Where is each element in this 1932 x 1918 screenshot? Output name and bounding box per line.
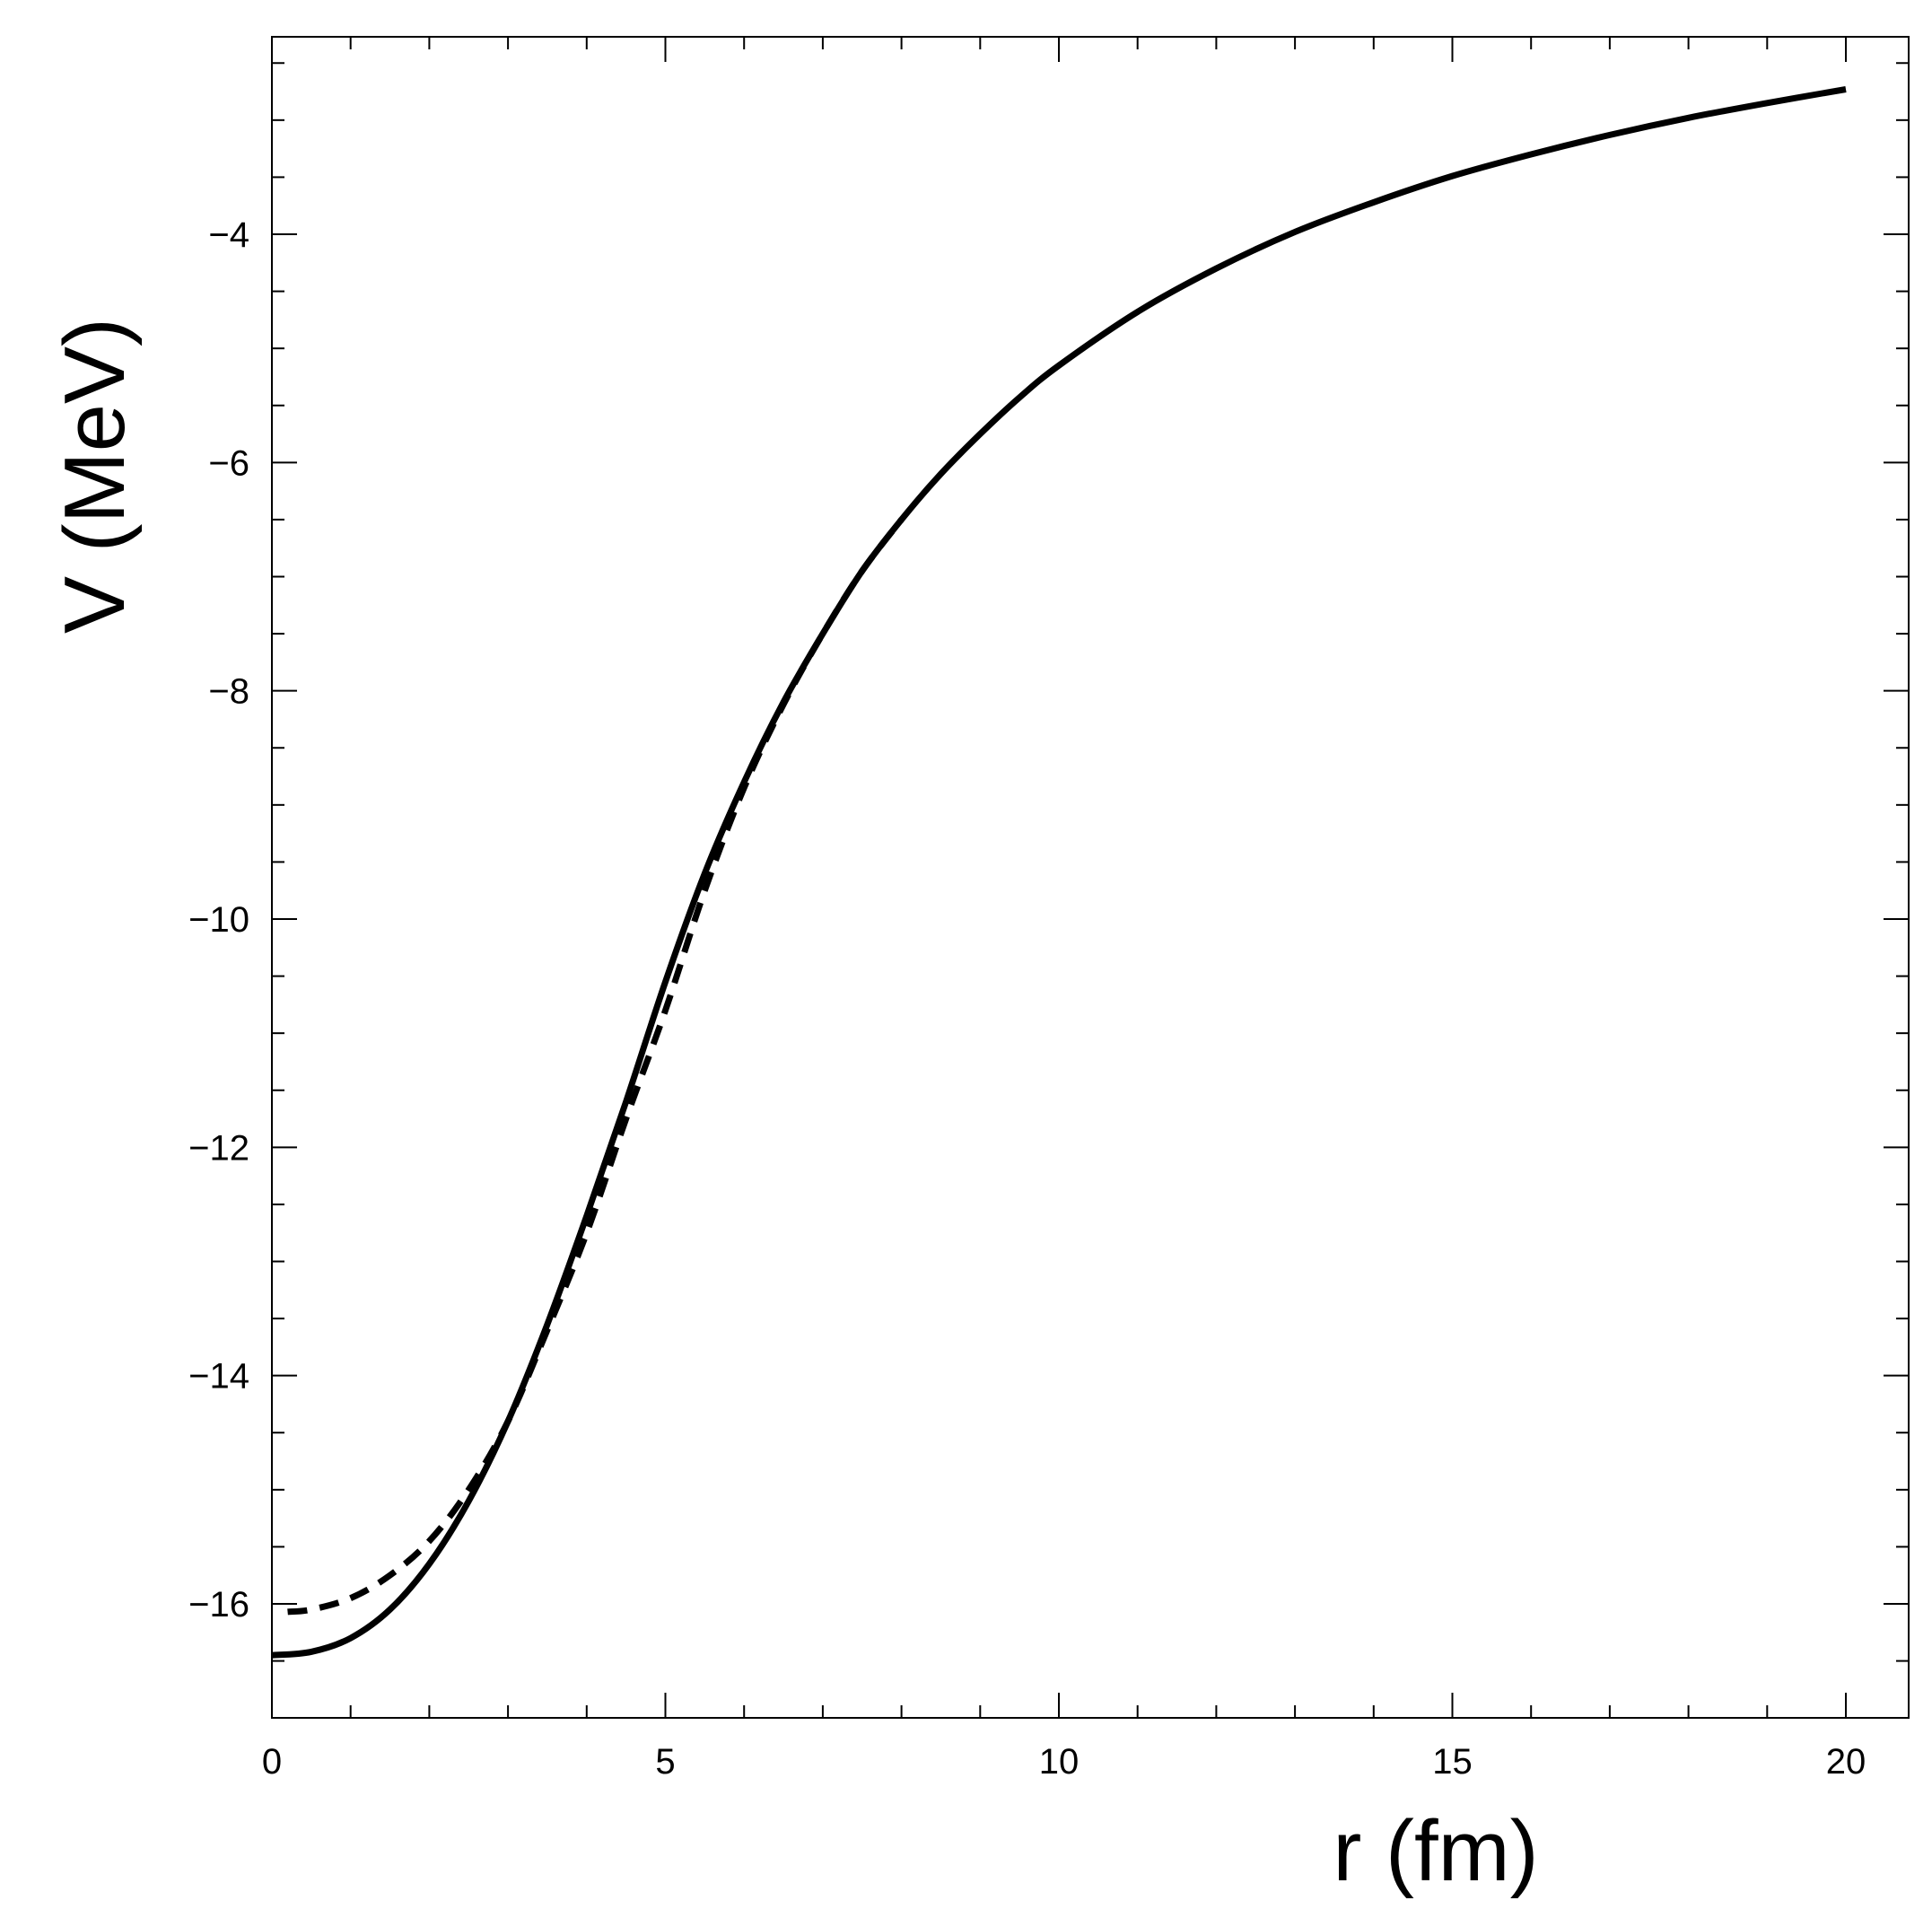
x-tick-label: 15 <box>1432 1742 1473 1782</box>
y-tick-label: −14 <box>188 1357 249 1397</box>
x-tick-label: 20 <box>1826 1742 1866 1782</box>
y-tick-label: −16 <box>188 1585 249 1625</box>
x-axis-title: r (fm) <box>1333 1803 1538 1899</box>
series-layer <box>271 86 1847 1659</box>
y-axis: −16 −14 −12 −10 −8 −6 −4 <box>188 62 1909 1662</box>
y-tick-label: −8 <box>208 672 249 712</box>
x-tick-label: 5 <box>655 1742 675 1782</box>
y-tick-label: −6 <box>208 443 249 483</box>
y-tick-label: −10 <box>188 900 249 940</box>
y-tick-label: −4 <box>208 215 249 255</box>
series-dashed-line <box>287 517 905 1616</box>
y-axis-title: V (MeV) <box>47 318 143 634</box>
x-tick-label: 10 <box>1039 1742 1080 1782</box>
x-tick-label: 0 <box>262 1742 282 1782</box>
y-tick-label: −12 <box>188 1128 249 1168</box>
plot-frame <box>271 36 1910 1719</box>
x-axis: 0 5 10 15 20 <box>262 37 1866 1782</box>
